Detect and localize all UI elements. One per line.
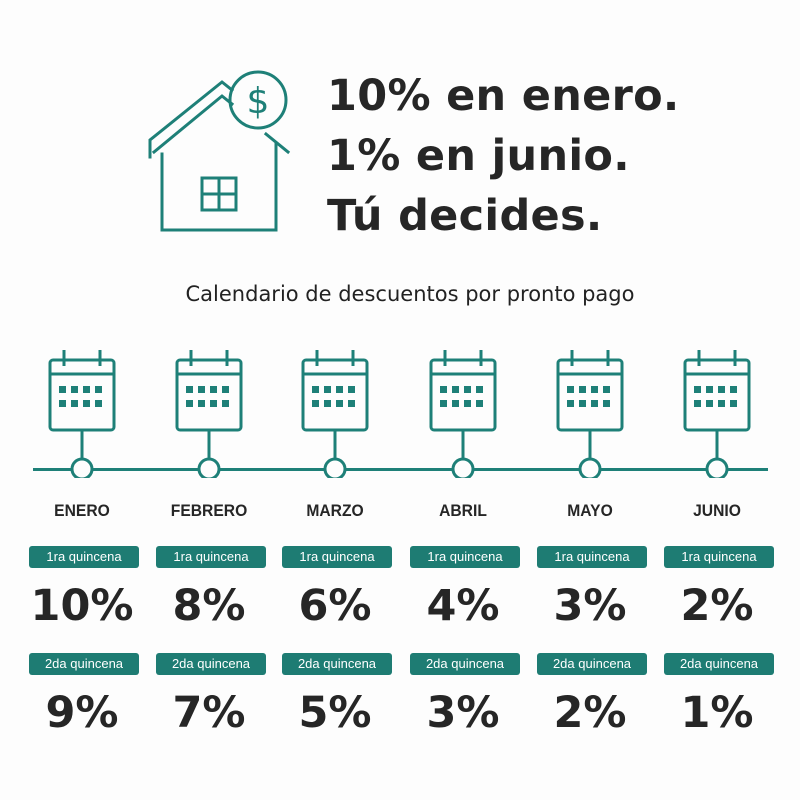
second-fortnight-badge: 2da quincena [282, 653, 392, 675]
calendar-icon [174, 348, 244, 481]
calendar-icon [428, 348, 498, 481]
second-fortnight-badge: 2da quincena [156, 653, 266, 675]
month-name: ENERO [54, 501, 110, 520]
first-fortnight-discount: 2% [680, 581, 754, 631]
second-fortnight-discount: 3% [426, 688, 500, 738]
first-fortnight-badge: 1ra quincena [282, 546, 392, 568]
second-fortnight-discount: 5% [298, 688, 372, 738]
calendar-subtitle: Calendario de descuentos por pronto pago [185, 282, 635, 306]
month-name: ABRIL [439, 501, 487, 520]
first-fortnight-discount: 8% [172, 581, 246, 631]
first-fortnight-badge: 1ra quincena [664, 546, 774, 568]
first-fortnight-discount: 4% [426, 581, 500, 631]
second-fortnight-discount: 1% [680, 688, 754, 738]
first-fortnight-discount: 10% [30, 581, 134, 631]
first-fortnight-badge: 1ra quincena [156, 546, 266, 568]
month-name: MARZO [306, 501, 364, 520]
second-fortnight-badge: 2da quincena [410, 653, 520, 675]
headline: 10% en enero. 1% en junio. Tú decides. [327, 66, 680, 246]
calendar-icon [300, 348, 370, 481]
svg-text:$: $ [247, 81, 270, 122]
calendar-icon [682, 348, 752, 481]
timeline-line [33, 468, 768, 471]
first-fortnight-discount: 6% [298, 581, 372, 631]
first-fortnight-discount: 3% [553, 581, 627, 631]
month-name: FEBRERO [170, 501, 248, 520]
second-fortnight-discount: 7% [172, 688, 246, 738]
headline-line-2: 1% en junio. [327, 131, 630, 181]
headline-line-1: 10% en enero. [327, 71, 680, 121]
second-fortnight-discount: 2% [553, 688, 627, 738]
month-name: JUNIO [693, 501, 741, 520]
calendar-icon [555, 348, 625, 481]
house-dollar-icon: $ [148, 70, 291, 232]
calendar-icon [47, 348, 117, 481]
second-fortnight-badge: 2da quincena [29, 653, 139, 675]
first-fortnight-badge: 1ra quincena [537, 546, 647, 568]
second-fortnight-discount: 9% [45, 688, 119, 738]
second-fortnight-badge: 2da quincena [664, 653, 774, 675]
first-fortnight-badge: 1ra quincena [29, 546, 139, 568]
month-name: MAYO [567, 501, 613, 520]
first-fortnight-badge: 1ra quincena [410, 546, 520, 568]
second-fortnight-badge: 2da quincena [537, 653, 647, 675]
headline-line-3: Tú decides. [327, 191, 603, 241]
